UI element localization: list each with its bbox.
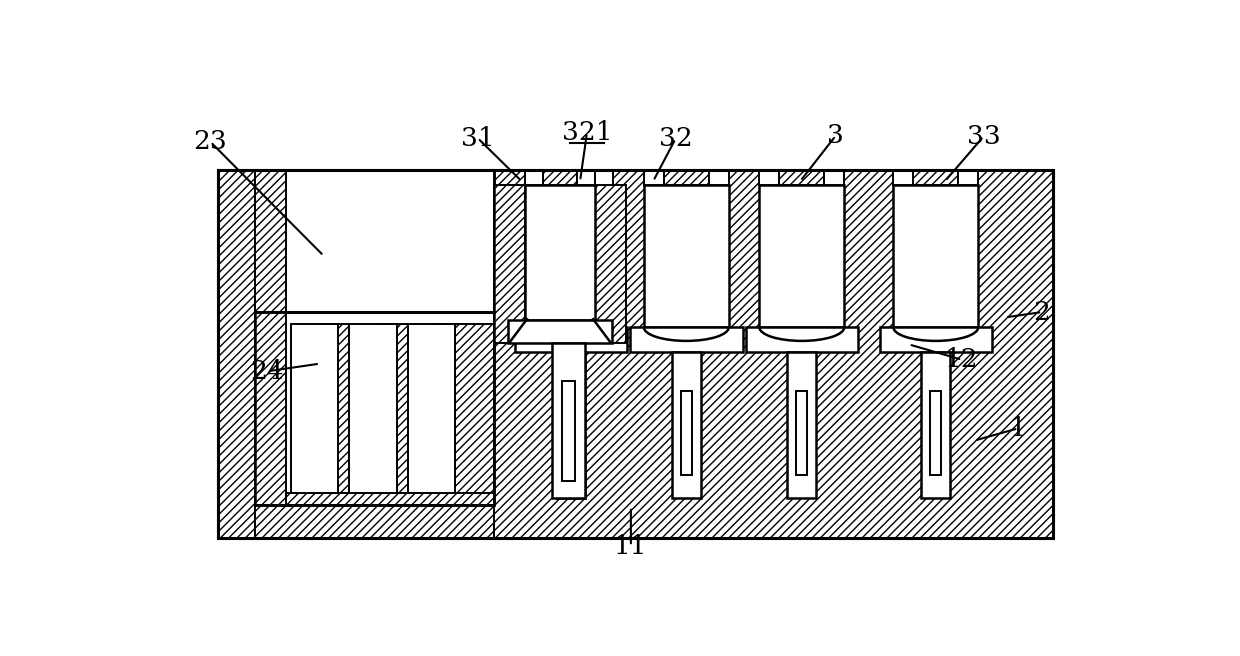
Bar bbox=[780, 170, 825, 185]
Bar bbox=[255, 170, 286, 312]
Text: 24: 24 bbox=[250, 359, 284, 384]
Bar bbox=[507, 319, 613, 343]
Text: 2: 2 bbox=[1034, 300, 1050, 325]
Bar bbox=[1016, 170, 1053, 538]
Bar bbox=[644, 170, 663, 185]
Text: 32: 32 bbox=[658, 126, 692, 152]
Bar bbox=[921, 352, 950, 499]
Bar bbox=[548, 170, 593, 185]
Bar bbox=[796, 390, 807, 475]
Bar bbox=[557, 352, 585, 499]
Bar bbox=[286, 170, 494, 312]
Bar bbox=[350, 323, 397, 493]
Bar bbox=[930, 390, 941, 475]
Bar bbox=[894, 170, 914, 185]
Bar bbox=[218, 170, 1053, 538]
Bar bbox=[515, 327, 627, 352]
Bar bbox=[663, 170, 708, 185]
Bar bbox=[408, 323, 455, 493]
Bar bbox=[672, 352, 701, 499]
Bar bbox=[218, 170, 1053, 538]
Bar bbox=[759, 170, 780, 185]
Bar bbox=[759, 185, 844, 327]
Bar bbox=[455, 323, 494, 493]
Bar bbox=[959, 170, 978, 185]
Text: 33: 33 bbox=[967, 124, 1001, 149]
Bar bbox=[255, 312, 494, 505]
Bar bbox=[439, 323, 466, 493]
Bar bbox=[255, 170, 494, 312]
Bar bbox=[525, 185, 595, 319]
Bar bbox=[595, 185, 626, 343]
Bar bbox=[286, 493, 494, 505]
Bar bbox=[593, 170, 613, 185]
Bar bbox=[494, 170, 1053, 538]
Bar bbox=[630, 327, 743, 352]
Bar bbox=[681, 390, 692, 475]
Bar bbox=[321, 323, 350, 493]
Bar bbox=[494, 185, 525, 343]
Bar bbox=[672, 352, 701, 499]
Bar bbox=[528, 170, 548, 185]
Bar bbox=[914, 170, 959, 185]
Bar bbox=[644, 327, 729, 340]
Bar bbox=[894, 185, 978, 327]
Bar bbox=[528, 185, 613, 327]
Text: 3: 3 bbox=[827, 123, 844, 148]
Bar bbox=[552, 343, 585, 499]
Bar bbox=[255, 312, 494, 505]
Bar bbox=[255, 505, 1016, 538]
Bar bbox=[825, 170, 844, 185]
Bar bbox=[255, 170, 1016, 185]
Bar bbox=[787, 352, 816, 499]
Bar bbox=[921, 352, 950, 499]
Bar bbox=[218, 170, 255, 538]
Bar bbox=[379, 323, 408, 493]
Bar bbox=[255, 312, 286, 505]
Text: 23: 23 bbox=[193, 129, 227, 154]
Text: 31: 31 bbox=[461, 125, 495, 150]
Bar bbox=[565, 390, 577, 475]
Bar bbox=[543, 170, 577, 185]
Text: 12: 12 bbox=[945, 347, 978, 372]
Bar bbox=[577, 170, 595, 185]
Bar bbox=[745, 327, 858, 352]
Text: 1: 1 bbox=[1009, 416, 1027, 441]
Bar bbox=[708, 170, 729, 185]
Bar bbox=[290, 323, 339, 493]
Text: 321: 321 bbox=[562, 120, 613, 145]
Bar bbox=[255, 170, 286, 312]
Bar bbox=[563, 381, 574, 482]
Bar bbox=[879, 327, 992, 352]
Bar bbox=[528, 327, 613, 340]
Bar bbox=[759, 327, 844, 340]
Bar bbox=[255, 170, 494, 312]
Bar bbox=[644, 185, 729, 327]
Bar bbox=[787, 352, 816, 499]
Bar bbox=[894, 327, 978, 340]
Text: 11: 11 bbox=[614, 533, 647, 559]
Bar bbox=[525, 170, 543, 185]
Bar bbox=[557, 352, 585, 499]
